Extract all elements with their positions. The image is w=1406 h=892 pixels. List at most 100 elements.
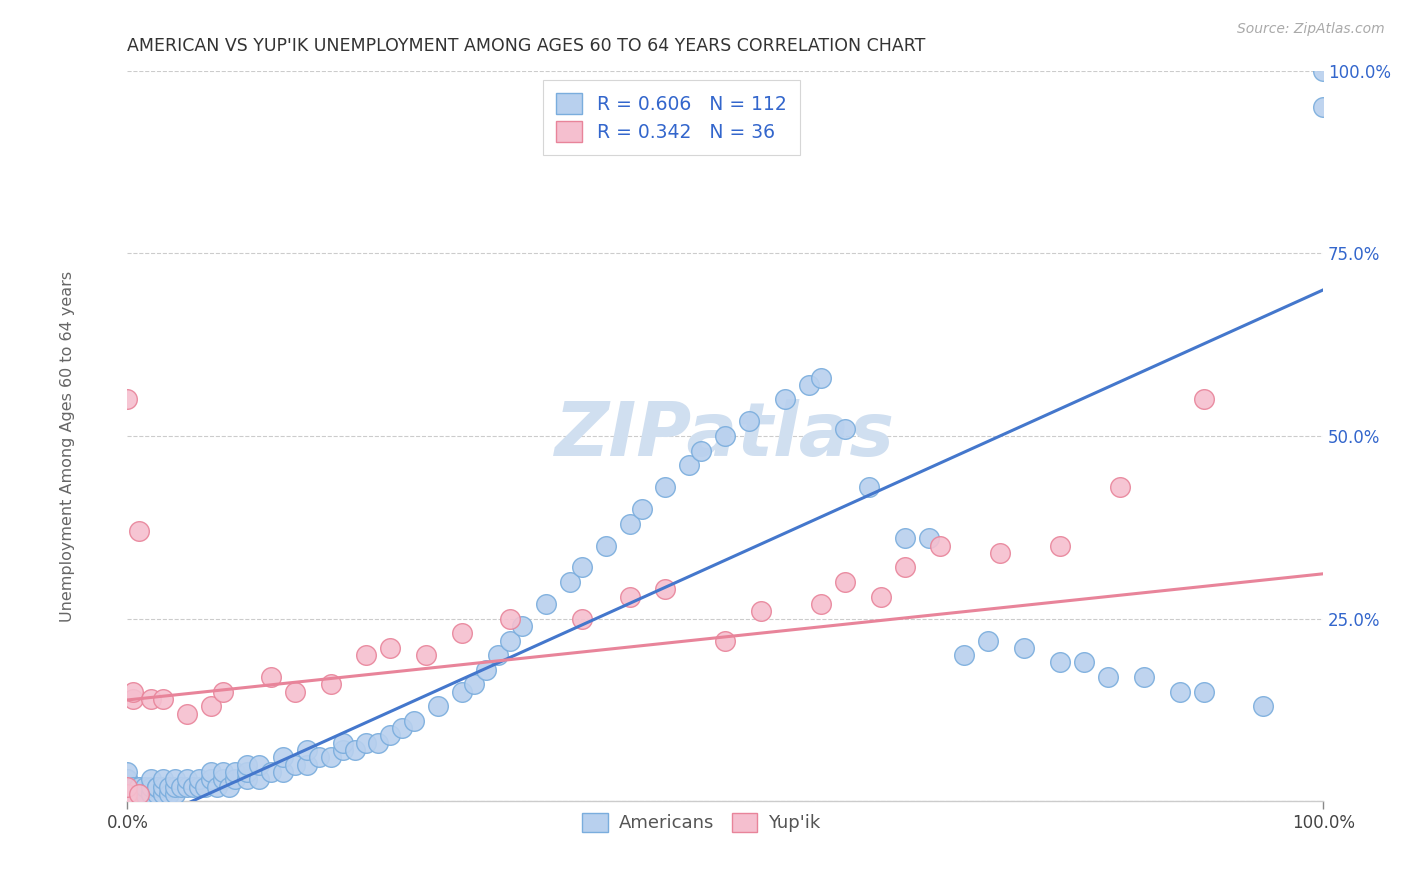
Point	[451, 684, 474, 698]
Point	[236, 757, 259, 772]
Point	[117, 780, 139, 794]
Point	[188, 772, 211, 787]
Point	[893, 560, 915, 574]
Point	[224, 772, 246, 787]
Point	[117, 780, 139, 794]
Point	[415, 648, 437, 662]
Point	[236, 764, 259, 779]
Point	[176, 780, 198, 794]
Point	[247, 772, 270, 787]
Point	[194, 780, 217, 794]
Point	[122, 794, 145, 808]
Point	[499, 612, 522, 626]
Point	[117, 764, 139, 779]
Point	[117, 780, 139, 794]
Point	[917, 531, 939, 545]
Point	[654, 582, 676, 597]
Point	[122, 684, 145, 698]
Point	[117, 780, 139, 794]
Point	[117, 787, 139, 801]
Point	[929, 539, 952, 553]
Point	[260, 670, 283, 684]
Point	[271, 764, 294, 779]
Point	[391, 721, 413, 735]
Point	[146, 787, 169, 801]
Point	[571, 612, 593, 626]
Point	[654, 480, 676, 494]
Point	[205, 780, 228, 794]
Point	[122, 787, 145, 801]
Point	[797, 377, 820, 392]
Legend: Americans, Yup'ik: Americans, Yup'ik	[575, 805, 828, 839]
Point	[834, 575, 856, 590]
Text: Source: ZipAtlas.com: Source: ZipAtlas.com	[1237, 22, 1385, 37]
Point	[332, 743, 354, 757]
Point	[141, 780, 163, 794]
Point	[122, 780, 145, 794]
Point	[977, 633, 1000, 648]
Point	[1097, 670, 1119, 684]
Point	[690, 443, 713, 458]
Point	[869, 590, 891, 604]
Point	[988, 546, 1011, 560]
Point	[1108, 480, 1130, 494]
Point	[128, 787, 150, 801]
Point	[284, 684, 307, 698]
Point	[247, 757, 270, 772]
Point	[117, 780, 139, 794]
Point	[475, 663, 498, 677]
Point	[200, 699, 222, 714]
Point	[128, 780, 150, 794]
Point	[571, 560, 593, 574]
Point	[284, 757, 307, 772]
Point	[152, 772, 174, 787]
Point	[117, 787, 139, 801]
Point	[134, 787, 156, 801]
Point	[427, 699, 450, 714]
Point	[714, 633, 737, 648]
Point	[128, 787, 150, 801]
Point	[810, 597, 832, 611]
Point	[117, 794, 139, 808]
Point	[117, 392, 139, 407]
Point	[558, 575, 581, 590]
Point	[141, 772, 163, 787]
Text: ZIPatlas: ZIPatlas	[555, 400, 896, 473]
Point	[165, 787, 187, 801]
Point	[714, 429, 737, 443]
Point	[332, 736, 354, 750]
Point	[157, 780, 180, 794]
Point	[319, 750, 342, 764]
Point	[619, 516, 641, 531]
Point	[117, 772, 139, 787]
Point	[117, 787, 139, 801]
Point	[773, 392, 796, 407]
Point	[117, 794, 139, 808]
Point	[176, 706, 198, 721]
Point	[117, 787, 139, 801]
Point	[141, 787, 163, 801]
Point	[200, 772, 222, 787]
Point	[619, 590, 641, 604]
Point	[117, 794, 139, 808]
Text: Unemployment Among Ages 60 to 64 years: Unemployment Among Ages 60 to 64 years	[60, 270, 75, 622]
Point	[380, 640, 402, 655]
Point	[595, 539, 617, 553]
Point	[260, 764, 283, 779]
Point	[295, 743, 318, 757]
Point	[463, 677, 485, 691]
Point	[122, 692, 145, 706]
Point	[356, 648, 378, 662]
Point	[128, 524, 150, 538]
Point	[165, 772, 187, 787]
Point	[367, 736, 389, 750]
Point	[170, 780, 193, 794]
Point	[157, 787, 180, 801]
Point	[404, 714, 426, 728]
Point	[128, 780, 150, 794]
Point	[271, 750, 294, 764]
Point	[141, 787, 163, 801]
Point	[122, 787, 145, 801]
Point	[134, 787, 156, 801]
Text: AMERICAN VS YUP'IK UNEMPLOYMENT AMONG AGES 60 TO 64 YEARS CORRELATION CHART: AMERICAN VS YUP'IK UNEMPLOYMENT AMONG AG…	[128, 37, 925, 55]
